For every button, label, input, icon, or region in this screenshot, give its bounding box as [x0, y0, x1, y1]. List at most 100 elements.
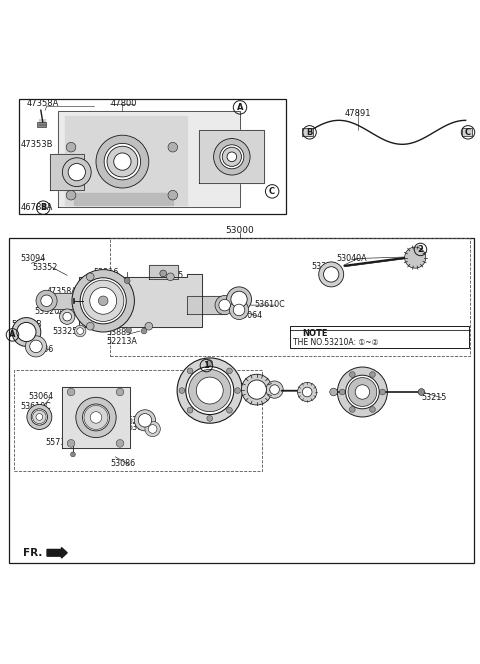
Text: A: A [237, 103, 243, 112]
Circle shape [179, 388, 185, 394]
Text: THE NO.53210A: ①~②: THE NO.53210A: ①~② [293, 338, 378, 347]
Circle shape [41, 295, 52, 307]
Circle shape [207, 360, 213, 366]
Circle shape [227, 368, 232, 374]
Circle shape [229, 300, 249, 319]
Polygon shape [79, 274, 202, 327]
Circle shape [227, 287, 252, 312]
Circle shape [33, 410, 46, 424]
Polygon shape [58, 111, 240, 207]
Text: 53215: 53215 [421, 393, 447, 402]
Text: 53064: 53064 [238, 311, 263, 319]
Text: 55732: 55732 [46, 438, 71, 447]
Polygon shape [199, 130, 264, 183]
Circle shape [90, 288, 117, 314]
Circle shape [177, 358, 242, 423]
Circle shape [66, 142, 76, 152]
Circle shape [67, 440, 75, 447]
Circle shape [107, 146, 138, 177]
Circle shape [418, 388, 425, 395]
Circle shape [148, 425, 157, 434]
Bar [19, 99, 286, 214]
Circle shape [266, 381, 283, 398]
Circle shape [83, 404, 109, 431]
Circle shape [349, 406, 355, 412]
Circle shape [116, 388, 124, 396]
Text: 47335: 47335 [158, 272, 184, 280]
Circle shape [60, 309, 75, 324]
Circle shape [145, 323, 153, 330]
Circle shape [233, 304, 245, 315]
Circle shape [220, 145, 244, 169]
Circle shape [168, 142, 178, 152]
Text: B: B [306, 127, 313, 137]
Text: A: A [9, 331, 16, 339]
Circle shape [104, 143, 141, 180]
Circle shape [17, 323, 36, 341]
Text: 53086: 53086 [110, 459, 135, 469]
Circle shape [235, 388, 240, 394]
Circle shape [247, 380, 266, 399]
Circle shape [96, 135, 149, 188]
Text: 53320: 53320 [311, 262, 336, 271]
Circle shape [80, 278, 126, 324]
Circle shape [346, 375, 379, 409]
Text: 53352: 53352 [127, 416, 153, 425]
Circle shape [215, 295, 234, 315]
Text: 53000: 53000 [226, 226, 254, 235]
Text: 53610C: 53610C [254, 299, 285, 309]
Circle shape [30, 340, 42, 353]
Circle shape [68, 163, 85, 181]
Circle shape [214, 139, 250, 175]
Circle shape [36, 414, 43, 420]
Circle shape [31, 409, 48, 425]
Circle shape [370, 406, 375, 412]
Text: 53040A: 53040A [336, 254, 367, 262]
Polygon shape [50, 155, 84, 191]
Circle shape [67, 388, 75, 396]
Text: 47353B: 47353B [20, 140, 53, 149]
Circle shape [74, 325, 86, 337]
Circle shape [71, 452, 75, 457]
Circle shape [186, 367, 234, 414]
Circle shape [77, 327, 84, 335]
Circle shape [138, 414, 152, 427]
Circle shape [62, 158, 91, 187]
Text: 2: 2 [418, 245, 423, 254]
Circle shape [348, 378, 377, 406]
Circle shape [241, 374, 272, 405]
Circle shape [27, 404, 52, 430]
Text: NOTE: NOTE [302, 329, 328, 338]
Text: 97239: 97239 [199, 154, 226, 163]
Text: 1: 1 [204, 361, 209, 370]
Circle shape [168, 191, 178, 200]
Text: FR.: FR. [23, 548, 42, 558]
Text: 53885: 53885 [107, 329, 132, 337]
Circle shape [134, 410, 156, 431]
Circle shape [324, 267, 339, 282]
Circle shape [36, 290, 57, 311]
Circle shape [25, 336, 47, 357]
Circle shape [405, 247, 426, 268]
Circle shape [189, 369, 231, 412]
Circle shape [222, 147, 241, 167]
Bar [9, 238, 474, 563]
Circle shape [66, 191, 76, 200]
Circle shape [90, 412, 102, 423]
Circle shape [98, 296, 108, 305]
Polygon shape [187, 296, 226, 314]
Polygon shape [149, 265, 178, 279]
Text: 53236: 53236 [29, 345, 54, 355]
Circle shape [302, 387, 312, 397]
Text: 53320A: 53320A [35, 307, 65, 316]
Text: C: C [269, 187, 275, 196]
Text: 52213A: 52213A [107, 337, 137, 346]
Circle shape [219, 299, 230, 311]
Circle shape [319, 262, 344, 287]
Circle shape [114, 153, 131, 170]
Circle shape [337, 367, 387, 417]
Text: 53371B: 53371B [12, 320, 42, 329]
Circle shape [370, 372, 375, 377]
Circle shape [72, 270, 134, 332]
Circle shape [12, 317, 41, 347]
